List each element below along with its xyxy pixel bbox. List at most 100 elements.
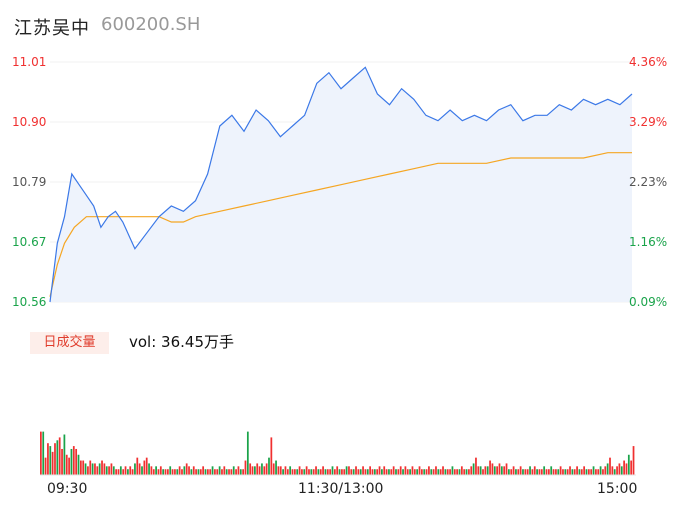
volume-bar [350, 469, 353, 475]
volume-bar [331, 466, 334, 475]
volume-bar [275, 460, 277, 475]
volume-bar [444, 469, 447, 475]
volume-bar [192, 466, 195, 475]
volume-bar [550, 466, 553, 475]
pct-label-4: 0.09% [629, 295, 668, 309]
volume-bar [235, 469, 237, 475]
volume-bar [453, 469, 456, 475]
volume-bar [390, 469, 393, 475]
volume-bar [272, 463, 275, 475]
volume-bar [303, 469, 306, 475]
price-label-2: 10.79 [12, 175, 47, 189]
volume-bar [413, 469, 416, 475]
volume-bar [352, 469, 355, 475]
volume-bar [195, 469, 197, 475]
volume-bar [232, 466, 235, 475]
volume-bar [298, 466, 301, 475]
time-label-close: 15:00 [597, 481, 638, 497]
volume-bar [446, 469, 449, 475]
time-label-noon: 11:30/13:00 [298, 481, 384, 497]
volume-bar [406, 469, 409, 475]
volume-bar [458, 469, 461, 475]
volume-bar [169, 466, 172, 475]
volume-bar [258, 466, 261, 475]
volume-bar [587, 469, 590, 475]
volume-bar [336, 466, 339, 475]
volume-bar [91, 463, 94, 475]
volume-bar [301, 469, 303, 475]
volume-bar [517, 469, 520, 475]
volume-bar [261, 463, 263, 475]
volume-bar [482, 469, 484, 475]
volume-bar [286, 469, 289, 475]
volume-bar [338, 469, 341, 475]
volume-bar [171, 469, 174, 475]
volume-bar [333, 469, 336, 475]
volume-bar [505, 463, 508, 475]
volume-bar [547, 469, 550, 475]
price-line [49, 66, 633, 303]
volume-bar [627, 454, 630, 475]
volume-bar [526, 469, 529, 475]
volume-bar [500, 466, 503, 475]
pct-label-2: 2.23% [629, 175, 668, 189]
volume-bar [609, 457, 611, 475]
volume-bar [432, 469, 435, 475]
volume-bar [242, 469, 244, 475]
volume-bar [141, 466, 143, 475]
volume-bar [42, 431, 45, 475]
volume-bar [364, 469, 367, 475]
pct-label-3: 1.16% [629, 235, 668, 249]
volume-bar [397, 469, 400, 475]
volume-bar [152, 469, 155, 475]
volume-bar [110, 463, 113, 475]
volume-bar [475, 457, 477, 475]
volume-bar [425, 469, 428, 475]
volume-bar [181, 469, 183, 475]
volume-bar [580, 469, 583, 475]
volume-bar [296, 469, 299, 475]
volume-bar [84, 463, 87, 475]
stock-code: 600200.SH [101, 14, 201, 35]
volume-bar [599, 466, 602, 475]
volume-bar [312, 469, 315, 475]
volume-bar [204, 469, 207, 475]
volume-bar [148, 463, 150, 475]
volume-bar [531, 469, 534, 475]
volume-bar [620, 466, 623, 475]
volume-bar [468, 469, 470, 475]
volume-bar [463, 469, 466, 475]
volume-bar [211, 466, 214, 475]
volume-bar [216, 469, 219, 475]
volume-bar [105, 466, 108, 475]
volume-bar [326, 469, 329, 475]
volume-bar [395, 469, 397, 475]
volume-bar [263, 466, 266, 475]
volume-bar [522, 469, 524, 475]
volume-bar [282, 469, 284, 475]
price-label-1: 10.90 [12, 115, 47, 129]
volume-bar [343, 469, 346, 475]
volume-bar [613, 469, 616, 475]
volume-bar [373, 469, 376, 475]
volume-bar [254, 466, 256, 475]
volume-bar [249, 463, 252, 475]
volume-bar [115, 469, 118, 475]
daily-volume-badge[interactable]: 日成交量 [30, 332, 109, 354]
volume-bar [82, 460, 85, 475]
volume-bar [420, 469, 423, 475]
volume-bar [72, 446, 75, 475]
volume-bar [590, 469, 593, 475]
volume-bar [418, 466, 421, 475]
volume-bar [536, 469, 538, 475]
volume-bar [409, 469, 411, 475]
volume-bar [202, 466, 205, 475]
volume-bar [129, 466, 132, 475]
volume-bar [606, 463, 609, 475]
volume-bar [56, 440, 59, 475]
volume-bar [70, 448, 73, 475]
volume-bar [559, 466, 562, 475]
volume-bar [376, 469, 379, 475]
volume-bar [190, 469, 193, 475]
